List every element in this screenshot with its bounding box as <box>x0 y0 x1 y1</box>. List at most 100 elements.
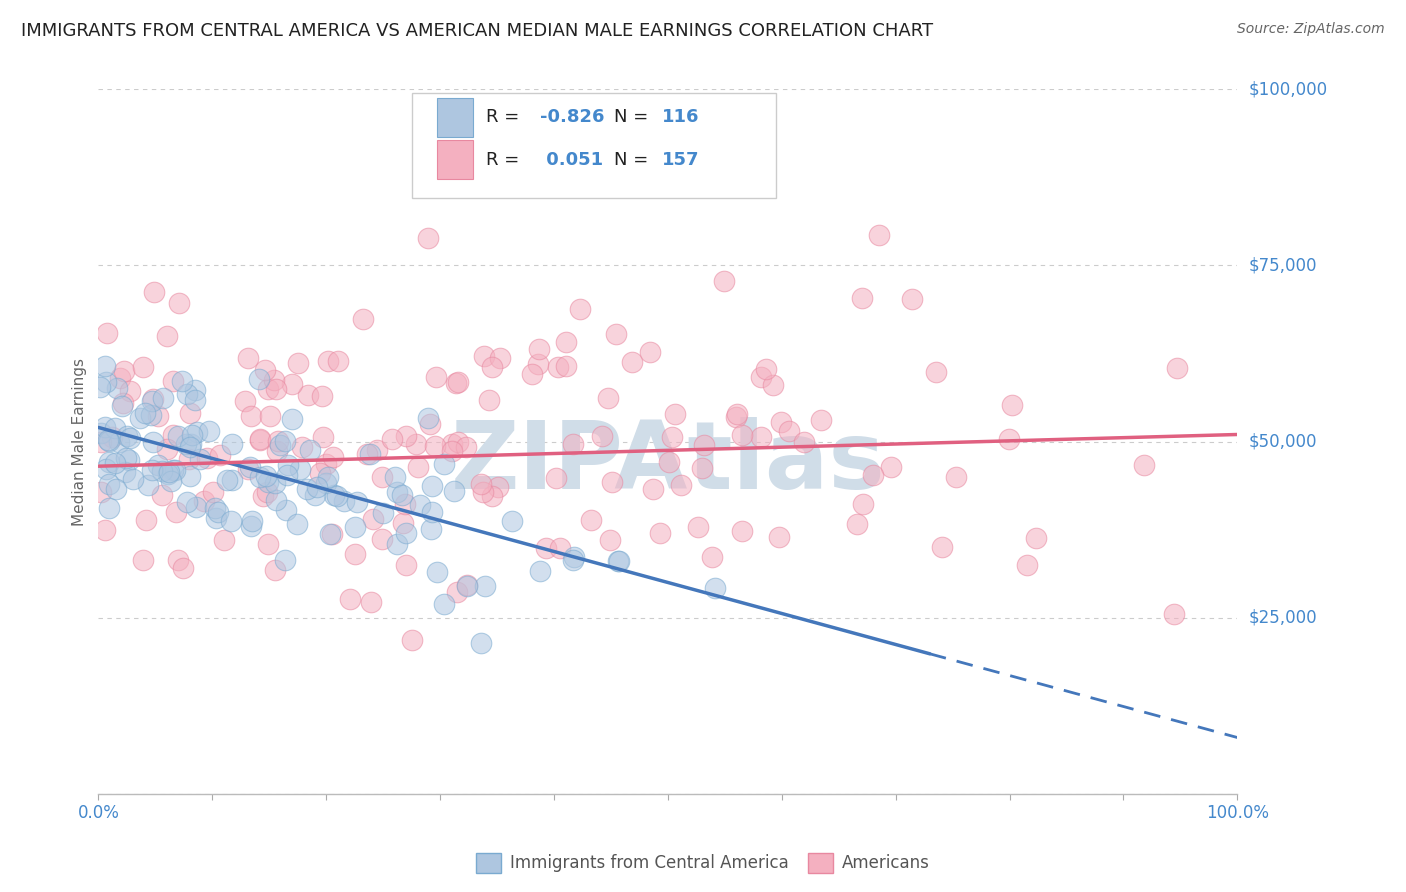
Point <box>174 436 197 450</box>
Point <box>447 375 470 389</box>
Point <box>416 411 439 425</box>
Point <box>115 451 138 466</box>
Point <box>257 475 280 489</box>
Point <box>481 489 503 503</box>
Point <box>420 505 443 519</box>
Point <box>152 464 174 478</box>
Point <box>444 376 467 390</box>
Point <box>219 514 242 528</box>
Point <box>249 470 271 484</box>
Point <box>456 578 478 592</box>
Point <box>640 345 662 359</box>
Point <box>90 435 112 450</box>
Point <box>316 354 339 368</box>
Point <box>112 364 135 378</box>
Point <box>395 429 418 443</box>
Point <box>456 579 478 593</box>
Point <box>862 467 884 482</box>
Point <box>90 485 112 500</box>
Point <box>266 382 288 396</box>
Point <box>548 541 571 555</box>
Text: 116: 116 <box>662 109 700 127</box>
Point <box>366 442 388 457</box>
Point <box>291 440 314 454</box>
Point <box>104 482 127 496</box>
Point <box>607 554 630 568</box>
Point <box>555 335 578 350</box>
Point <box>134 406 156 420</box>
Point <box>456 440 478 454</box>
Point <box>901 292 924 306</box>
Point <box>274 503 297 517</box>
Point <box>249 432 271 446</box>
Point <box>201 484 224 499</box>
Point <box>94 419 117 434</box>
Point <box>156 467 179 481</box>
Point <box>97 434 120 448</box>
Text: $75,000: $75,000 <box>1249 256 1317 275</box>
Point <box>141 463 163 477</box>
Point <box>686 520 709 534</box>
Point <box>529 564 551 578</box>
Point <box>236 351 259 365</box>
Point <box>132 553 155 567</box>
Point <box>298 443 321 458</box>
Point <box>277 458 299 472</box>
Point <box>172 561 194 575</box>
Point <box>97 501 120 516</box>
Point <box>108 370 131 384</box>
Point <box>394 497 416 511</box>
Point <box>239 518 262 533</box>
Point <box>152 392 174 406</box>
Point <box>1025 531 1047 545</box>
Point <box>103 420 125 434</box>
Point <box>96 326 118 340</box>
Point <box>664 408 686 422</box>
Point <box>180 428 202 442</box>
Point <box>546 471 568 485</box>
Point <box>105 380 128 394</box>
Point <box>256 484 278 499</box>
Point <box>179 469 201 483</box>
Point <box>179 440 201 454</box>
Point <box>606 554 628 568</box>
Point <box>731 428 754 442</box>
Point <box>725 408 748 422</box>
Point <box>257 537 280 551</box>
Text: N =: N = <box>614 109 654 127</box>
Point <box>152 488 174 502</box>
Point <box>176 386 198 401</box>
Point <box>409 499 432 513</box>
Text: IMMIGRANTS FROM CENTRAL AMERICA VS AMERICAN MEDIAN MALE EARNINGS CORRELATION CHA: IMMIGRANTS FROM CENTRAL AMERICA VS AMERI… <box>21 22 934 40</box>
Point <box>433 458 456 472</box>
Point <box>344 519 367 533</box>
Point <box>208 448 231 462</box>
Point <box>446 584 468 599</box>
Point <box>319 527 342 541</box>
Point <box>326 489 349 503</box>
Point <box>184 383 207 397</box>
Point <box>177 451 200 466</box>
Point <box>562 436 585 450</box>
Point <box>1163 607 1185 621</box>
Point <box>215 473 238 487</box>
Point <box>156 329 179 343</box>
Point <box>90 425 112 440</box>
Point <box>852 497 875 511</box>
Point <box>569 301 592 316</box>
FancyBboxPatch shape <box>437 140 472 179</box>
Point <box>470 635 492 649</box>
Point <box>620 355 643 369</box>
Point <box>186 500 208 515</box>
Point <box>778 424 800 438</box>
Point <box>361 511 384 525</box>
Point <box>371 532 394 546</box>
Point <box>131 359 153 374</box>
Point <box>274 553 297 567</box>
Point <box>555 359 578 374</box>
Text: 0.051: 0.051 <box>540 151 603 169</box>
Point <box>115 429 138 443</box>
Point <box>1015 558 1038 573</box>
Point <box>120 431 142 445</box>
Text: 157: 157 <box>662 151 700 169</box>
